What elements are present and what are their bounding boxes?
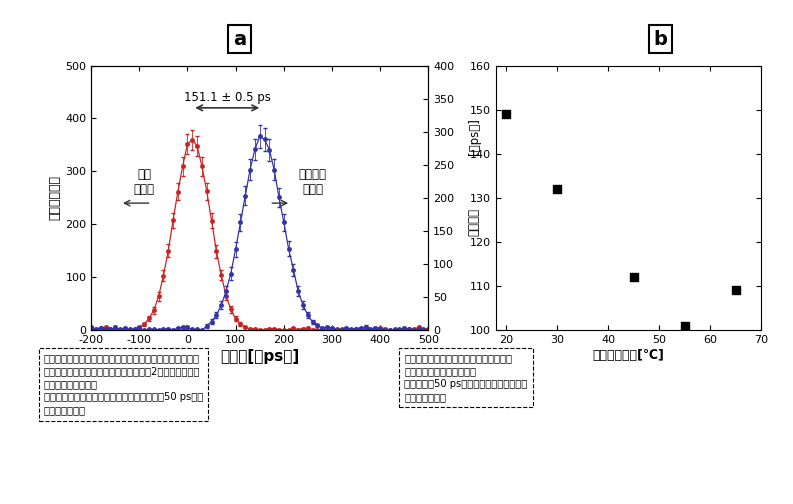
Text: 参照
導波路: 参照 導波路 xyxy=(134,168,155,196)
Point xyxy=(730,286,742,294)
X-axis label: 導波路温度　[℃]: 導波路温度 [℃] xyxy=(592,349,665,362)
Text: 遅延時間: 遅延時間 xyxy=(468,208,481,236)
Point xyxy=(678,322,691,330)
Text: 結合ナノ
共振器: 結合ナノ 共振器 xyxy=(299,168,327,196)
Text: b: b xyxy=(653,30,667,48)
Text: 151.1 ± 0.5 ps: 151.1 ± 0.5 ps xyxy=(184,91,270,104)
X-axis label: 時間　[　ps　]: 時間 [ ps ] xyxy=(220,349,299,364)
Text: [　ps　]: [ ps ] xyxy=(468,117,481,155)
Text: 光子が結合ナノ共振器および参照導波路（結合ナノ共振器
と同じ全長を有する）を通過した場合の2光子の同時計数
ヒストグラムです。
結合ナノ共振器を通過した場合、ピ: 光子が結合ナノ共振器および参照導波路（結合ナノ共振器 と同じ全長を有する）を通過… xyxy=(44,353,203,416)
Text: チップの温度を変化させた場合の遅延時
間の変化を表しています。
遅延時間ぐ50 psにわたりチューニングに
成功しました。: チップの温度を変化させた場合の遅延時 間の変化を表しています。 遅延時間ぐ50 … xyxy=(404,353,527,402)
Y-axis label: 同時計数回数: 同時計数回数 xyxy=(48,175,61,220)
Text: a: a xyxy=(233,30,246,48)
Point xyxy=(550,185,563,193)
Point xyxy=(500,110,512,118)
Point xyxy=(627,273,640,281)
